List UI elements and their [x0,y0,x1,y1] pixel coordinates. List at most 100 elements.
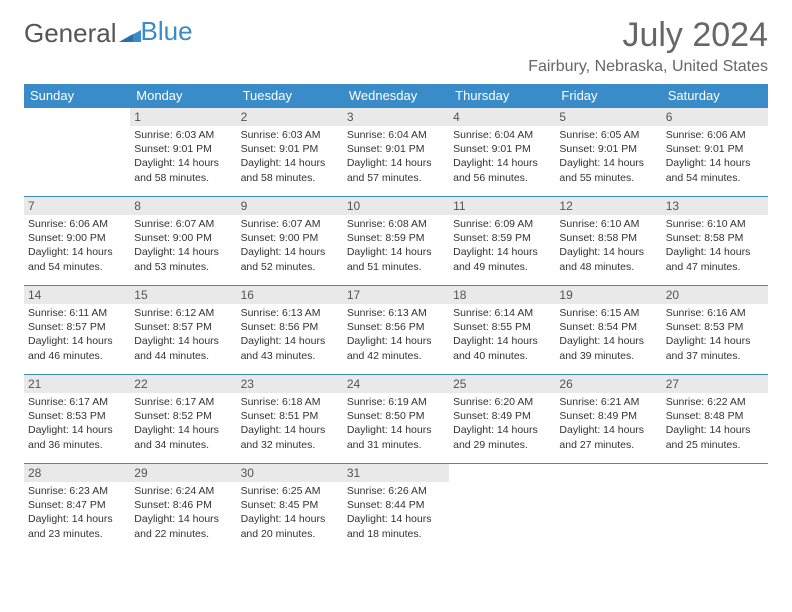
day-number: 25 [449,375,555,393]
sunrise-text: Sunrise: 6:10 AM [559,217,657,231]
sunrise-text: Sunrise: 6:22 AM [666,395,764,409]
day-number: 29 [130,464,236,482]
day-number: 27 [662,375,768,393]
daylight-text: Daylight: 14 hours and 23 minutes. [28,512,126,540]
calendar-day-cell: 7Sunrise: 6:06 AMSunset: 9:00 PMDaylight… [24,197,130,286]
day-details: Sunrise: 6:11 AMSunset: 8:57 PMDaylight:… [24,304,130,367]
sunset-text: Sunset: 9:01 PM [453,142,551,156]
day-number [449,464,555,468]
daylight-text: Daylight: 14 hours and 31 minutes. [347,423,445,451]
sunrise-text: Sunrise: 6:18 AM [241,395,339,409]
daylight-text: Daylight: 14 hours and 18 minutes. [347,512,445,540]
weekday-header: Thursday [449,84,555,108]
calendar-day-cell: 3Sunrise: 6:04 AMSunset: 9:01 PMDaylight… [343,108,449,197]
day-number: 14 [24,286,130,304]
logo-triangle-icon [119,18,141,49]
daylight-text: Daylight: 14 hours and 54 minutes. [666,156,764,184]
day-number: 28 [24,464,130,482]
day-details: Sunrise: 6:24 AMSunset: 8:46 PMDaylight:… [130,482,236,545]
calendar-day-cell: 19Sunrise: 6:15 AMSunset: 8:54 PMDayligh… [555,286,661,375]
sunset-text: Sunset: 8:54 PM [559,320,657,334]
calendar-day-cell: 8Sunrise: 6:07 AMSunset: 9:00 PMDaylight… [130,197,236,286]
day-number [24,108,130,112]
calendar-day-cell [24,108,130,197]
daylight-text: Daylight: 14 hours and 51 minutes. [347,245,445,273]
day-number: 16 [237,286,343,304]
day-number: 24 [343,375,449,393]
day-number: 4 [449,108,555,126]
sunset-text: Sunset: 8:46 PM [134,498,232,512]
daylight-text: Daylight: 14 hours and 48 minutes. [559,245,657,273]
sunrise-text: Sunrise: 6:25 AM [241,484,339,498]
day-details: Sunrise: 6:18 AMSunset: 8:51 PMDaylight:… [237,393,343,456]
day-details: Sunrise: 6:17 AMSunset: 8:52 PMDaylight:… [130,393,236,456]
calendar-day-cell: 15Sunrise: 6:12 AMSunset: 8:57 PMDayligh… [130,286,236,375]
sunset-text: Sunset: 8:52 PM [134,409,232,423]
sunrise-text: Sunrise: 6:12 AM [134,306,232,320]
sunset-text: Sunset: 8:50 PM [347,409,445,423]
day-details: Sunrise: 6:23 AMSunset: 8:47 PMDaylight:… [24,482,130,545]
calendar-body: 1Sunrise: 6:03 AMSunset: 9:01 PMDaylight… [24,108,768,553]
sunrise-text: Sunrise: 6:04 AM [347,128,445,142]
weekday-header: Monday [130,84,236,108]
day-details: Sunrise: 6:07 AMSunset: 9:00 PMDaylight:… [237,215,343,278]
day-number: 6 [662,108,768,126]
day-number: 11 [449,197,555,215]
brand-part2: Blue [141,16,193,47]
daylight-text: Daylight: 14 hours and 47 minutes. [666,245,764,273]
brand-part1: General [24,18,117,49]
day-details: Sunrise: 6:26 AMSunset: 8:44 PMDaylight:… [343,482,449,545]
calendar-day-cell: 14Sunrise: 6:11 AMSunset: 8:57 PMDayligh… [24,286,130,375]
day-details: Sunrise: 6:19 AMSunset: 8:50 PMDaylight:… [343,393,449,456]
day-details: Sunrise: 6:17 AMSunset: 8:53 PMDaylight:… [24,393,130,456]
day-number [555,464,661,468]
day-details: Sunrise: 6:10 AMSunset: 8:58 PMDaylight:… [555,215,661,278]
sunset-text: Sunset: 9:01 PM [134,142,232,156]
sunrise-text: Sunrise: 6:13 AM [347,306,445,320]
location-text: Fairbury, Nebraska, United States [528,58,768,76]
sunrise-text: Sunrise: 6:17 AM [134,395,232,409]
sunrise-text: Sunrise: 6:03 AM [241,128,339,142]
weekday-header: Sunday [24,84,130,108]
daylight-text: Daylight: 14 hours and 49 minutes. [453,245,551,273]
day-details: Sunrise: 6:20 AMSunset: 8:49 PMDaylight:… [449,393,555,456]
sunrise-text: Sunrise: 6:04 AM [453,128,551,142]
daylight-text: Daylight: 14 hours and 46 minutes. [28,334,126,362]
weekday-header: Saturday [662,84,768,108]
sunrise-text: Sunrise: 6:24 AM [134,484,232,498]
day-number: 31 [343,464,449,482]
daylight-text: Daylight: 14 hours and 39 minutes. [559,334,657,362]
day-details: Sunrise: 6:25 AMSunset: 8:45 PMDaylight:… [237,482,343,545]
day-details: Sunrise: 6:07 AMSunset: 9:00 PMDaylight:… [130,215,236,278]
daylight-text: Daylight: 14 hours and 29 minutes. [453,423,551,451]
calendar-day-cell: 9Sunrise: 6:07 AMSunset: 9:00 PMDaylight… [237,197,343,286]
sunset-text: Sunset: 8:48 PM [666,409,764,423]
sunset-text: Sunset: 9:00 PM [134,231,232,245]
calendar-page: General Blue July 2024 Fairbury, Nebrask… [0,0,792,570]
calendar-day-cell: 26Sunrise: 6:21 AMSunset: 8:49 PMDayligh… [555,375,661,464]
weekday-header: Wednesday [343,84,449,108]
sunset-text: Sunset: 8:45 PM [241,498,339,512]
day-details: Sunrise: 6:14 AMSunset: 8:55 PMDaylight:… [449,304,555,367]
weekday-header: Tuesday [237,84,343,108]
sunset-text: Sunset: 9:00 PM [28,231,126,245]
sunrise-text: Sunrise: 6:06 AM [28,217,126,231]
sunset-text: Sunset: 8:58 PM [559,231,657,245]
daylight-text: Daylight: 14 hours and 43 minutes. [241,334,339,362]
day-details: Sunrise: 6:03 AMSunset: 9:01 PMDaylight:… [237,126,343,189]
sunset-text: Sunset: 8:56 PM [347,320,445,334]
sunrise-text: Sunrise: 6:26 AM [347,484,445,498]
calendar-day-cell [449,464,555,553]
sunset-text: Sunset: 8:59 PM [453,231,551,245]
calendar-day-cell: 22Sunrise: 6:17 AMSunset: 8:52 PMDayligh… [130,375,236,464]
title-block: July 2024 Fairbury, Nebraska, United Sta… [528,18,768,76]
calendar-day-cell: 6Sunrise: 6:06 AMSunset: 9:01 PMDaylight… [662,108,768,197]
sunset-text: Sunset: 8:44 PM [347,498,445,512]
calendar-week-row: 28Sunrise: 6:23 AMSunset: 8:47 PMDayligh… [24,464,768,553]
calendar-table: Sunday Monday Tuesday Wednesday Thursday… [24,84,768,552]
day-number: 19 [555,286,661,304]
daylight-text: Daylight: 14 hours and 53 minutes. [134,245,232,273]
calendar-day-cell: 13Sunrise: 6:10 AMSunset: 8:58 PMDayligh… [662,197,768,286]
day-number: 3 [343,108,449,126]
daylight-text: Daylight: 14 hours and 25 minutes. [666,423,764,451]
